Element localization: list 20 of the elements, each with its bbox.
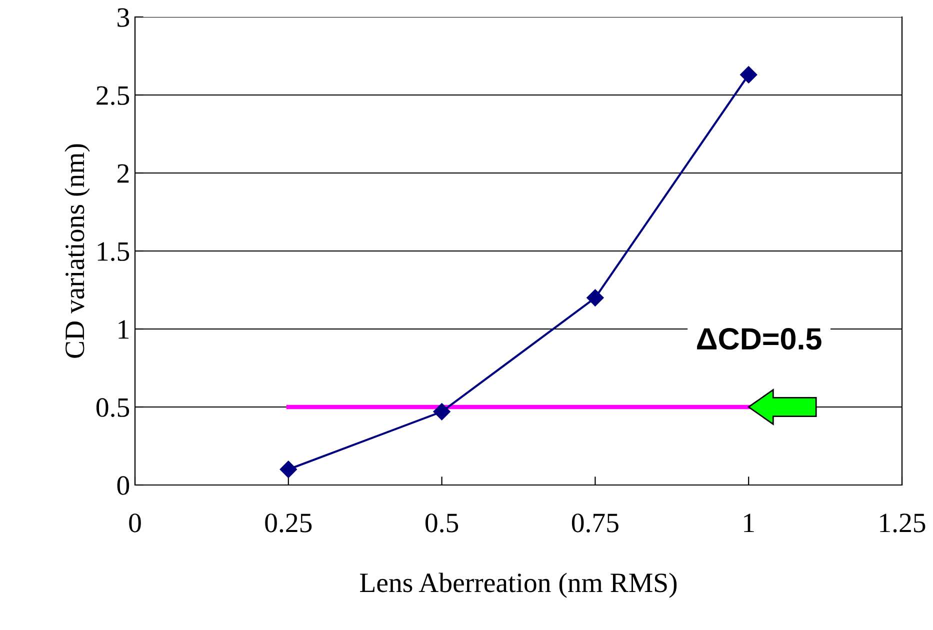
point	[740, 66, 758, 84]
point	[280, 460, 297, 478]
point	[433, 403, 450, 420]
x-tick-label: 0	[129, 514, 141, 532]
y-tick-label: 1.5	[98, 242, 130, 262]
y-tick-label: 2	[117, 164, 129, 183]
y-tick-label: 0.5	[96, 398, 130, 418]
x-tick-label: 1	[744, 514, 754, 532]
y-axis-title: CD variations (nm)	[64, 144, 90, 358]
y-tick-label: 2.5	[96, 86, 130, 106]
point	[586, 289, 604, 306]
y-tick-label: 3	[118, 8, 130, 27]
y-tick-label: 1	[118, 320, 128, 339]
x-tick-label: 0.5	[426, 514, 458, 532]
ref-line-label: ΔCD=0.5	[697, 328, 822, 350]
x-tick-label: 0.75	[572, 514, 618, 532]
x-axis-title: Lens Aberreation (nm RMS)	[360, 572, 677, 598]
y-tick-label: 0	[117, 476, 130, 495]
x-tick-label: 0.25	[265, 514, 312, 532]
x-tick-label: 1.25	[880, 514, 926, 532]
